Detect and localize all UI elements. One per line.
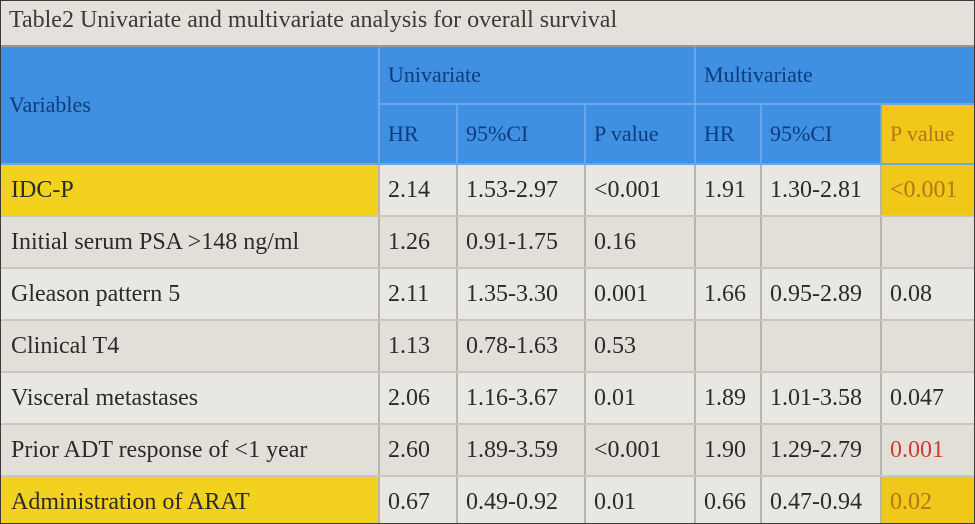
univariate-ci-cell: 0.78-1.63 [457,320,586,373]
multivariate-ci-header: 95%CI [761,104,883,165]
multivariate-ci-cell [761,320,883,373]
univariate-ci-cell: 1.16-3.67 [457,372,586,425]
multivariate-p-cell: 0.001 [881,424,974,477]
univariate-p-cell: 0.01 [585,372,697,425]
variables-header: Variables [1,47,380,165]
survival-analysis-table: Variables Univariate Multivariate HR 95%… [1,47,974,523]
univariate-ci-cell: 0.49-0.92 [457,476,586,523]
table-row: Administration of ARAT 0.67 0.49-0.92 0.… [1,476,974,523]
univariate-hr-header: HR [379,104,458,165]
univariate-p-cell: 0.001 [585,268,697,321]
multivariate-p-cell [881,216,974,269]
multivariate-ci-cell: 1.29-2.79 [761,424,883,477]
multivariate-header: Multivariate [695,47,974,105]
variable-cell: Initial serum PSA >148 ng/ml [1,216,380,269]
univariate-p-cell: <0.001 [585,424,697,477]
variable-cell: IDC-P [1,164,380,217]
univariate-ci-header: 95%CI [457,104,586,165]
table-header: Variables Univariate Multivariate HR 95%… [1,47,974,165]
variable-cell: Gleason pattern 5 [1,268,380,321]
table-row: Clinical T4 1.13 0.78-1.63 0.53 [1,320,974,373]
univariate-p-cell: 0.53 [585,320,697,373]
univariate-p-header: P value [585,104,697,165]
multivariate-hr-cell: 1.90 [695,424,763,477]
variable-cell: Prior ADT response of <1 year [1,424,380,477]
table-row: Initial serum PSA >148 ng/ml 1.26 0.91-1… [1,216,974,269]
univariate-hr-cell: 2.60 [379,424,458,477]
title-divider [1,45,974,47]
univariate-hr-cell: 2.06 [379,372,458,425]
multivariate-hr-header: HR [695,104,763,165]
univariate-ci-cell: 0.91-1.75 [457,216,586,269]
univariate-hr-cell: 2.11 [379,268,458,321]
multivariate-hr-cell [695,216,763,269]
univariate-p-cell: 0.01 [585,476,697,523]
table-row: Prior ADT response of <1 year 2.60 1.89-… [1,424,974,477]
univariate-hr-cell: 2.14 [379,164,458,217]
variable-cell: Administration of ARAT [1,476,380,523]
multivariate-hr-cell [695,320,763,373]
table-row: IDC-P 2.14 1.53-2.97 <0.001 1.91 1.30-2.… [1,164,974,217]
univariate-p-cell: 0.16 [585,216,697,269]
univariate-p-cell: <0.001 [585,164,697,217]
table-row: Gleason pattern 5 2.11 1.35-3.30 0.001 1… [1,268,974,321]
multivariate-p-cell: 0.08 [881,268,974,321]
multivariate-hr-cell: 1.66 [695,268,763,321]
multivariate-hr-cell: 1.91 [695,164,763,217]
multivariate-p-header: P value [881,104,974,165]
multivariate-ci-cell: 1.30-2.81 [761,164,883,217]
univariate-ci-cell: 1.35-3.30 [457,268,586,321]
univariate-hr-cell: 1.26 [379,216,458,269]
multivariate-ci-cell: 1.01-3.58 [761,372,883,425]
table-title: Table2 Univariate and multivariate analy… [9,7,618,33]
multivariate-p-cell: 0.047 [881,372,974,425]
multivariate-hr-cell: 1.89 [695,372,763,425]
multivariate-p-cell: 0.02 [881,476,974,523]
multivariate-ci-cell: 0.47-0.94 [761,476,883,523]
multivariate-p-cell: <0.001 [881,164,974,217]
univariate-header: Univariate [379,47,697,105]
multivariate-p-cell [881,320,974,373]
univariate-hr-cell: 1.13 [379,320,458,373]
variable-cell: Visceral metastases [1,372,380,425]
multivariate-ci-cell [761,216,883,269]
univariate-ci-cell: 1.53-2.97 [457,164,586,217]
table-body: IDC-P 2.14 1.53-2.97 <0.001 1.91 1.30-2.… [1,164,974,523]
multivariate-hr-cell: 0.66 [695,476,763,523]
variable-cell: Clinical T4 [1,320,380,373]
table-row: Visceral metastases 2.06 1.16-3.67 0.01 … [1,372,974,425]
multivariate-ci-cell: 0.95-2.89 [761,268,883,321]
univariate-hr-cell: 0.67 [379,476,458,523]
univariate-ci-cell: 1.89-3.59 [457,424,586,477]
